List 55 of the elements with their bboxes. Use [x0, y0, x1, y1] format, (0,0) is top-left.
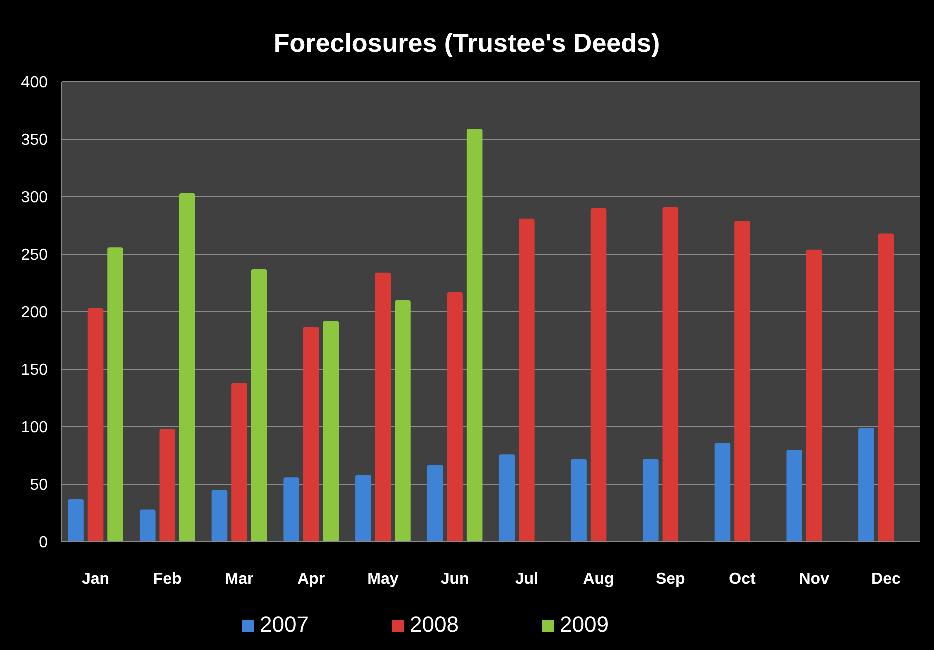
- x-tick-label: Feb: [153, 571, 182, 588]
- bar: [251, 269, 268, 542]
- x-tick-label: May: [368, 571, 399, 588]
- x-tick-label: Nov: [799, 571, 830, 588]
- x-tick-label: Mar: [225, 571, 254, 588]
- y-tick-label: 350: [21, 132, 48, 150]
- bar: [519, 218, 535, 542]
- y-tick-label: 150: [21, 362, 48, 380]
- bar: [232, 383, 248, 542]
- x-tick-label: Oct: [729, 571, 757, 588]
- bar: [786, 450, 803, 542]
- y-tick-label: 200: [21, 304, 48, 322]
- y-tick-label: 100: [21, 420, 48, 437]
- bar: [88, 308, 104, 542]
- x-tick-label: Apr: [298, 571, 326, 588]
- x-tick-label: Jul: [515, 571, 538, 588]
- bar: [140, 510, 156, 542]
- bar: [212, 490, 228, 542]
- y-tick-label: 250: [21, 247, 48, 264]
- legend-label: 2008: [410, 612, 459, 637]
- legend-label: 2007: [260, 612, 309, 637]
- bar: [395, 300, 411, 542]
- y-tick-label: 400: [21, 74, 48, 92]
- x-tick-label: Jun: [440, 571, 470, 588]
- chart-title: Foreclosures (Trustee's Deeds): [274, 28, 660, 58]
- bar: [642, 459, 659, 542]
- bar: [662, 207, 679, 542]
- bar: [447, 292, 463, 542]
- bar: [714, 443, 731, 542]
- bar: [571, 459, 587, 542]
- y-tick-label: 300: [21, 190, 48, 207]
- bar: [356, 475, 372, 542]
- bar: [68, 499, 84, 542]
- bar: [427, 464, 444, 542]
- bar: [108, 248, 124, 542]
- bar: [303, 326, 320, 542]
- bar: [179, 194, 196, 542]
- y-tick-label: 50: [30, 477, 48, 494]
- bar: [160, 429, 176, 542]
- legend-label: 2009: [560, 612, 609, 637]
- bar: [590, 208, 607, 542]
- x-tick-label: Dec: [872, 571, 901, 588]
- bar: [499, 454, 516, 542]
- y-tick-label: 0: [39, 534, 48, 552]
- x-tick-label: Sep: [656, 571, 686, 588]
- bar: [734, 221, 750, 542]
- bar: [323, 321, 340, 542]
- bar: [806, 250, 822, 542]
- x-tick-label: Jan: [82, 571, 110, 588]
- bar: [466, 129, 483, 542]
- bar: [858, 428, 874, 542]
- x-tick-label: Aug: [583, 571, 614, 588]
- bar: [284, 478, 300, 542]
- bar: [878, 234, 894, 542]
- bar: [375, 272, 392, 542]
